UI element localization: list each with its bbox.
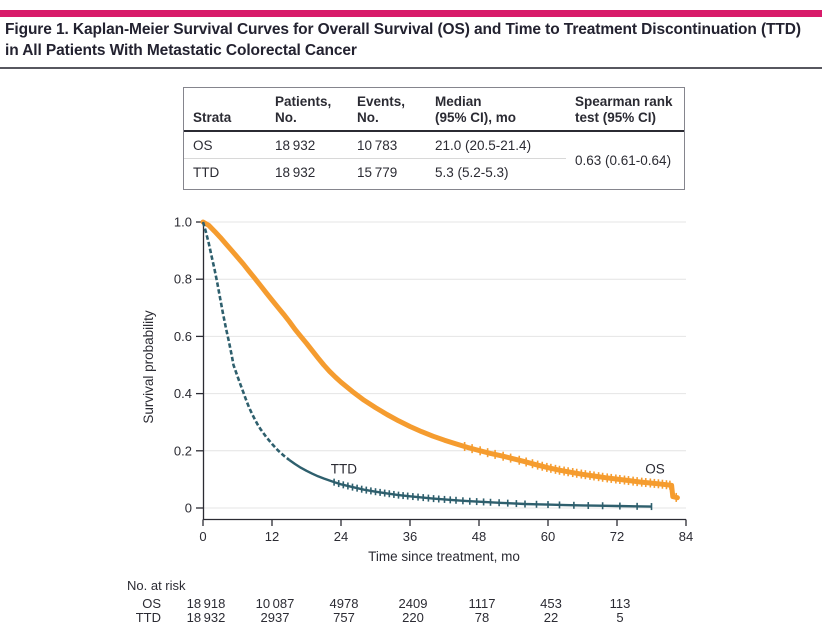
curve-label-os: OS bbox=[645, 461, 665, 476]
figure-title-line1: Figure 1. Kaplan-Meier Survival Curves f… bbox=[5, 21, 801, 38]
stats-header-spearman: Spearman rank test (95% CI) bbox=[566, 88, 684, 132]
stats-header-patients-line2: No. bbox=[275, 110, 297, 125]
curve-label-ttd: TTD bbox=[331, 461, 357, 476]
at-risk-value: 4978 bbox=[330, 596, 359, 611]
at-risk-value: 2409 bbox=[399, 596, 428, 611]
stats-ttd-events: 15 779 bbox=[357, 165, 398, 180]
at-risk-value: 18 918 bbox=[187, 596, 226, 611]
at-risk-value: 453 bbox=[540, 596, 562, 611]
y-tick-label: 0.6 bbox=[174, 329, 192, 344]
axis-lines bbox=[202, 222, 686, 521]
accent-bar bbox=[0, 10, 822, 17]
stats-os-patients: 18 932 bbox=[266, 132, 348, 159]
stats-ttd-strata: TTD bbox=[193, 165, 220, 180]
stats-os-strata: OS bbox=[184, 132, 266, 159]
stats-header-median-line1: Median bbox=[435, 94, 482, 109]
x-tick-label: 84 bbox=[679, 529, 693, 544]
stats-header-patients: Patients, No. bbox=[266, 88, 348, 132]
x-tick-label: 72 bbox=[610, 529, 624, 544]
y-tick-label: 1.0 bbox=[174, 215, 192, 230]
y-tick-label: 0.2 bbox=[174, 443, 192, 458]
at-risk-value: 113 bbox=[610, 596, 631, 611]
at-risk-row-label: OS bbox=[142, 596, 161, 611]
stats-spearman-value: 0.63 (0.61-0.64) bbox=[575, 153, 672, 168]
x-tick-label: 60 bbox=[541, 529, 555, 544]
x-tick-label: 0 bbox=[199, 529, 206, 544]
x-tick-label: 48 bbox=[472, 529, 486, 544]
stats-header-strata-label: Strata bbox=[193, 110, 232, 125]
curve-ttd-tail bbox=[288, 459, 652, 508]
at-risk-value: 5 bbox=[616, 610, 623, 625]
at-risk-value: 10 087 bbox=[256, 596, 295, 611]
x-tick-label: 24 bbox=[334, 529, 348, 544]
stats-os-events: 10 783 bbox=[348, 132, 426, 159]
stats-header-events: Events, No. bbox=[348, 88, 426, 132]
stats-ttd-patients: 18 932 bbox=[275, 165, 316, 180]
x-tick-label: 12 bbox=[265, 529, 279, 544]
curve-ttd-steep bbox=[201, 221, 291, 462]
figure-title-line2: in All Patients With Metastatic Colorect… bbox=[5, 42, 357, 59]
stats-header-events-line1: Events, bbox=[357, 94, 406, 109]
stats-header-spearman-line2: test (95% CI) bbox=[575, 110, 657, 125]
at-risk-title: No. at risk bbox=[127, 578, 186, 593]
stats-header-strata: Strata bbox=[184, 88, 266, 132]
title-divider bbox=[0, 67, 822, 69]
at-risk-value: 2937 bbox=[261, 610, 290, 625]
y-axis-title: Survival probability bbox=[141, 310, 156, 424]
stats-header-median-line2: (95% CI), mo bbox=[435, 110, 517, 125]
y-tick-label: 0 bbox=[185, 501, 192, 516]
at-risk-value: 78 bbox=[475, 610, 489, 625]
figure-title: Figure 1. Kaplan-Meier Survival Curves f… bbox=[5, 19, 817, 61]
at-risk-row-label: TTD bbox=[136, 610, 161, 625]
at-risk-value: 18 932 bbox=[187, 610, 226, 625]
at-risk-value: 757 bbox=[333, 610, 355, 625]
x-tick-label: 36 bbox=[403, 529, 417, 544]
stats-ttd-median: 5.3 (5.2-5.3) bbox=[435, 165, 509, 180]
stats-header-events-line2: No. bbox=[357, 110, 379, 125]
at-risk-value: 220 bbox=[402, 610, 424, 625]
stats-header-spearman-line1: Spearman rank bbox=[575, 94, 673, 109]
x-axis-title: Time since treatment, mo bbox=[368, 549, 520, 564]
y-tick-label: 0.8 bbox=[174, 272, 192, 287]
stats-table: Strata Patients, No. Events, No. Median … bbox=[183, 87, 685, 190]
stats-os-median: 21.0 (20.5-21.4) bbox=[426, 132, 566, 159]
stats-header-median: Median (95% CI), mo bbox=[426, 88, 566, 132]
stats-header-patients-line1: Patients, bbox=[275, 94, 332, 109]
curve-os bbox=[200, 219, 680, 501]
at-risk-value: 1117 bbox=[469, 596, 496, 611]
at-risk-value: 22 bbox=[544, 610, 558, 625]
y-tick-label: 0.4 bbox=[174, 386, 192, 401]
